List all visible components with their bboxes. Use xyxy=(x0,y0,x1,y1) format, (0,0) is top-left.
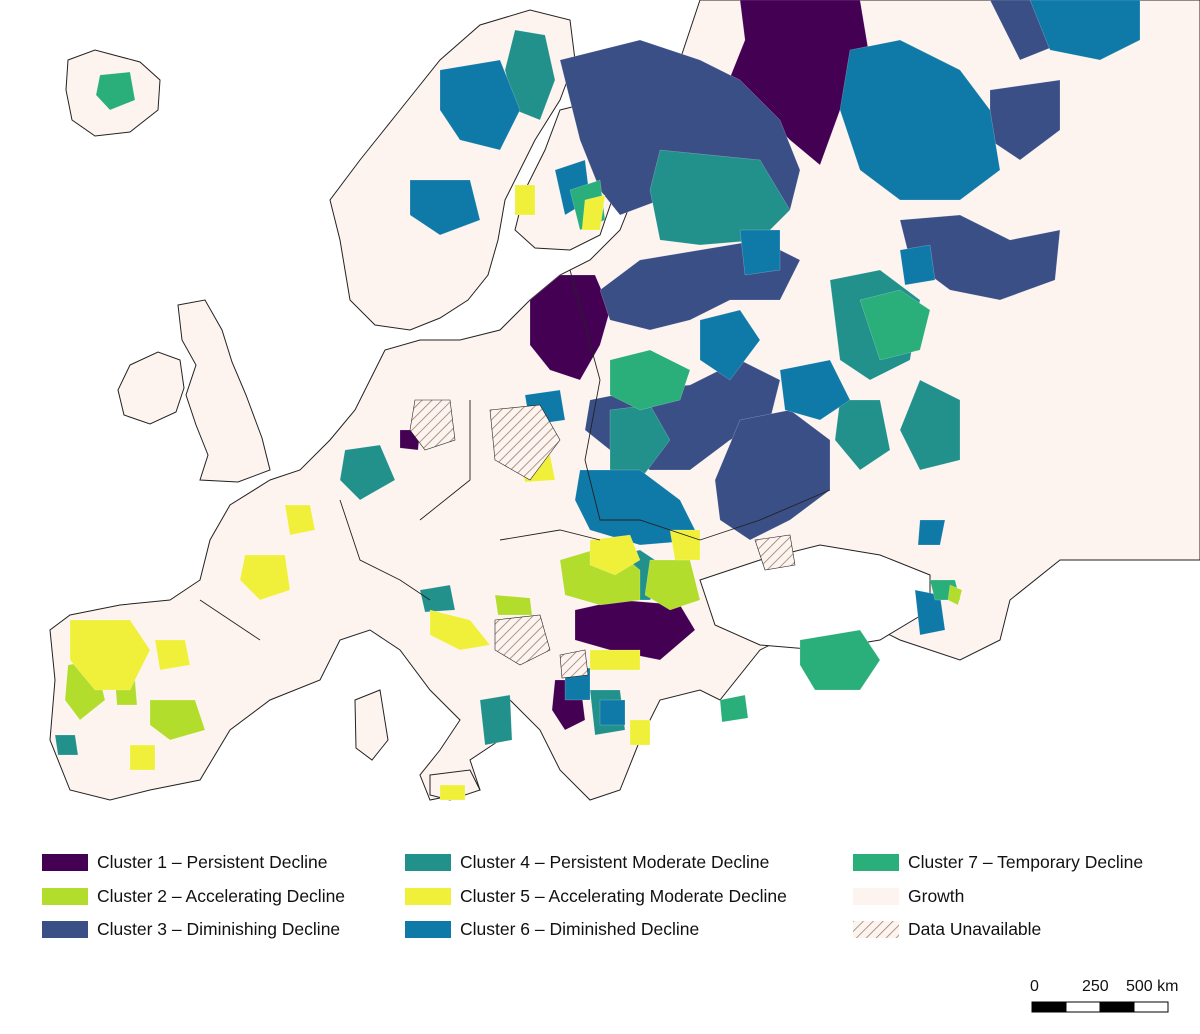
legend-swatch-growth xyxy=(853,887,899,905)
legend-item-data-unavailable: Data Unavailable xyxy=(853,917,1041,941)
cluster-7-regions xyxy=(95,71,961,723)
legend-swatch-cluster-7 xyxy=(853,853,899,871)
legend-swatch-cluster-1 xyxy=(42,853,88,871)
legend-label-cluster-7: Cluster 7 – Temporary Decline xyxy=(908,851,1144,872)
legend: Cluster 1 – Persistent Decline Cluster 2… xyxy=(0,850,1200,960)
legend-item-cluster-5: Cluster 5 – Accelerating Moderate Declin… xyxy=(405,884,787,908)
legend-item-cluster-3: Cluster 3 – Diminishing Decline xyxy=(42,917,340,941)
legend-item-cluster-4: Cluster 4 – Persistent Moderate Decline xyxy=(405,850,769,874)
legend-label-cluster-5: Cluster 5 – Accelerating Moderate Declin… xyxy=(460,885,787,906)
cluster-5-regions xyxy=(69,184,701,801)
legend-item-cluster-2: Cluster 2 – Accelerating Decline xyxy=(42,884,345,908)
borders xyxy=(199,269,831,641)
legend-swatch-cluster-2 xyxy=(42,887,88,905)
europe-cluster-map xyxy=(49,0,1200,801)
legend-label-cluster-4: Cluster 4 – Persistent Moderate Decline xyxy=(460,851,770,872)
legend-swatch-cluster-3 xyxy=(42,920,88,938)
legend-item-cluster-1: Cluster 1 – Persistent Decline xyxy=(42,850,328,874)
legend-swatch-cluster-5 xyxy=(405,887,451,905)
scale-tick-250: 250 xyxy=(1082,978,1109,995)
legend-label-cluster-1: Cluster 1 – Persistent Decline xyxy=(97,851,328,872)
scale-bar-graphic xyxy=(1031,1001,1169,1013)
legend-label-cluster-2: Cluster 2 – Accelerating Decline xyxy=(97,885,346,906)
cluster-6-regions xyxy=(409,0,1141,726)
legend-item-cluster-7: Cluster 7 – Temporary Decline xyxy=(853,850,1143,874)
scale-tick-0: 0 xyxy=(1030,978,1039,995)
scale-bar: 0 250 500 km xyxy=(1030,978,1192,1018)
legend-swatch-cluster-6 xyxy=(405,920,451,938)
scale-tick-500: 500 km xyxy=(1126,978,1179,995)
legend-label-cluster-3: Cluster 3 – Diminishing Decline xyxy=(97,918,341,939)
legend-item-cluster-6: Cluster 6 – Diminished Decline xyxy=(405,917,699,941)
cluster-regions xyxy=(54,0,1141,801)
data-unavailable-regions xyxy=(409,399,796,679)
legend-swatch-cluster-4 xyxy=(405,853,451,871)
legend-label-growth: Growth xyxy=(908,885,965,906)
legend-label-cluster-6: Cluster 6 – Diminished Decline xyxy=(460,918,700,939)
legend-item-growth: Growth xyxy=(853,884,964,908)
legend-label-data-unavailable: Data Unavailable xyxy=(908,918,1042,939)
legend-swatch-data-unavailable xyxy=(853,920,899,938)
